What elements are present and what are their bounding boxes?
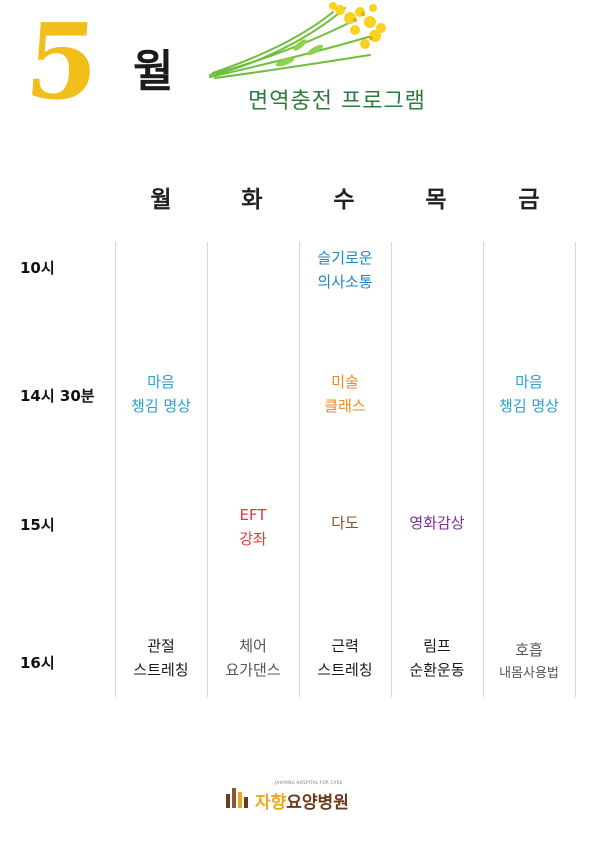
program-eft-lecture: EFT 강좌 <box>207 503 299 551</box>
program-line: 마음 <box>515 373 543 391</box>
program-line: 미술 <box>331 373 359 391</box>
program-line: 체어 <box>239 637 267 655</box>
program-line: 관절 <box>147 637 175 655</box>
program-meditation-fri: 마음 챙김 명상 <box>483 370 575 418</box>
program-lymph-exercise: 림프 순환운동 <box>391 634 483 682</box>
program-line: 영화감상 <box>409 514 465 532</box>
day-header-wed: 수 <box>333 187 355 213</box>
logo-name: 자향요양병원 <box>255 788 349 813</box>
hospital-logo-mark-icon <box>226 788 248 808</box>
day-header-thu: 목 <box>425 187 447 213</box>
rapeseed-flower-icon <box>209 2 386 79</box>
program-breathing: 호흡 내몸사용법 <box>483 638 575 686</box>
program-line: 의사소통 <box>317 273 373 291</box>
hospital-logo: JAHYANG HOSPITAL FOR CARE 자향요양병원 <box>226 778 376 813</box>
column-divider <box>115 242 116 697</box>
program-strength-stretch: 근력 스트레칭 <box>299 634 391 682</box>
month-word: 월 <box>133 46 174 97</box>
program-chair-yoga: 체어 요가댄스 <box>207 634 299 682</box>
program-line: 림프 <box>423 637 451 655</box>
program-line: 강좌 <box>239 530 267 548</box>
program-line: 호흡 <box>515 641 543 659</box>
time-label-1430: 14시 30분 <box>20 387 95 405</box>
logo-name-part1: 자향 <box>255 793 287 813</box>
program-line: 마음 <box>147 373 175 391</box>
column-divider <box>575 242 576 697</box>
program-meditation-mon: 마음 챙김 명상 <box>115 370 207 418</box>
column-divider <box>391 242 392 697</box>
program-line: 내몸사용법 <box>499 666 559 681</box>
program-line: 챙김 명상 <box>499 397 559 415</box>
program-line: 챙김 명상 <box>131 397 191 415</box>
program-joint-stretch: 관절 스트레칭 <box>115 634 207 682</box>
program-tea-ceremony: 다도 <box>299 511 391 535</box>
program-line: 슬기로운 <box>317 249 373 267</box>
day-header-mon: 월 <box>150 187 172 213</box>
column-divider <box>299 242 300 697</box>
program-line: 스트레칭 <box>317 661 373 679</box>
program-art-class: 미술 클래스 <box>299 370 391 418</box>
column-divider <box>207 242 208 697</box>
logo-name-part2: 요양병원 <box>286 793 349 813</box>
logo-subtitle: JAHYANG HOSPITAL FOR CARE <box>275 780 343 785</box>
month-number: 5 <box>21 0 103 123</box>
program-line: 스트레칭 <box>133 661 189 679</box>
day-header-tue: 화 <box>241 187 263 213</box>
time-label-15: 15시 <box>20 516 55 534</box>
program-title: 면역충전 프로그램 <box>248 89 426 114</box>
time-label-16: 16시 <box>20 654 55 672</box>
program-line: 순환운동 <box>409 661 465 679</box>
program-line: 요가댄스 <box>225 661 281 679</box>
program-line: 다도 <box>331 514 359 532</box>
column-divider <box>483 242 484 697</box>
program-line: 클래스 <box>324 397 366 415</box>
program-line: EFT <box>239 506 267 524</box>
poster-header: 5 월 면역충전 프로그램 <box>0 0 596 140</box>
program-line: 근력 <box>331 637 359 655</box>
program-communication: 슬기로운 의사소통 <box>299 246 391 294</box>
program-movie: 영화감상 <box>391 511 483 535</box>
time-label-10: 10시 <box>20 259 55 277</box>
day-header-fri: 금 <box>518 187 540 213</box>
